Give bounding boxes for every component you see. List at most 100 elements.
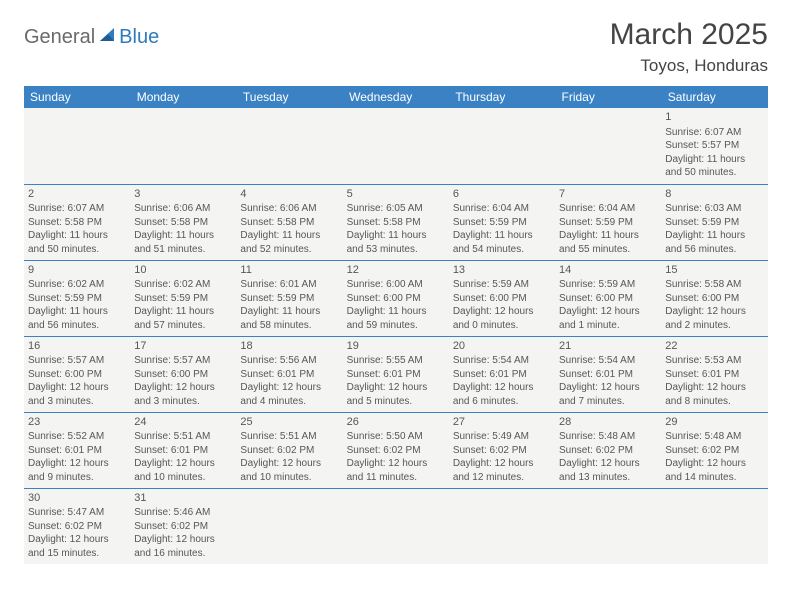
sunrise-text: Sunrise: 5:59 AM <box>453 278 551 292</box>
day-number: 31 <box>134 491 232 506</box>
sunrise-text: Sunrise: 6:04 AM <box>559 202 657 216</box>
calendar-cell <box>555 488 661 564</box>
day-number: 3 <box>134 187 232 202</box>
day-header: Saturday <box>661 86 767 108</box>
sunset-text: Sunset: 5:59 PM <box>559 216 657 230</box>
sunrise-text: Sunrise: 6:02 AM <box>28 278 126 292</box>
day-header-row: Sunday Monday Tuesday Wednesday Thursday… <box>24 86 768 108</box>
calendar-cell: 4Sunrise: 6:06 AMSunset: 5:58 PMDaylight… <box>236 184 342 260</box>
calendar-cell: 13Sunrise: 5:59 AMSunset: 6:00 PMDayligh… <box>449 260 555 336</box>
sunrise-text: Sunrise: 5:50 AM <box>347 430 445 444</box>
sunrise-text: Sunrise: 6:07 AM <box>665 126 763 140</box>
page-title: March 2025 <box>610 18 768 52</box>
calendar-cell: 11Sunrise: 6:01 AMSunset: 5:59 PMDayligh… <box>236 260 342 336</box>
sunset-text: Sunset: 5:59 PM <box>240 292 338 306</box>
calendar-cell <box>343 108 449 184</box>
sunset-text: Sunset: 6:02 PM <box>347 444 445 458</box>
daylight-text: Daylight: 12 hours and 14 minutes. <box>665 457 763 484</box>
daylight-text: Daylight: 11 hours and 58 minutes. <box>240 305 338 332</box>
day-number: 12 <box>347 263 445 278</box>
calendar-cell <box>236 488 342 564</box>
sunrise-text: Sunrise: 6:02 AM <box>134 278 232 292</box>
daylight-text: Daylight: 11 hours and 57 minutes. <box>134 305 232 332</box>
sunset-text: Sunset: 6:01 PM <box>665 368 763 382</box>
daylight-text: Daylight: 12 hours and 1 minute. <box>559 305 657 332</box>
title-block: March 2025 Toyos, Honduras <box>610 18 768 76</box>
day-header: Monday <box>130 86 236 108</box>
sunset-text: Sunset: 6:00 PM <box>347 292 445 306</box>
calendar-cell <box>343 488 449 564</box>
sunrise-text: Sunrise: 5:57 AM <box>28 354 126 368</box>
day-header: Tuesday <box>236 86 342 108</box>
day-number: 6 <box>453 187 551 202</box>
day-number: 24 <box>134 415 232 430</box>
calendar-cell: 7Sunrise: 6:04 AMSunset: 5:59 PMDaylight… <box>555 184 661 260</box>
calendar-cell: 18Sunrise: 5:56 AMSunset: 6:01 PMDayligh… <box>236 336 342 412</box>
sail-icon <box>99 26 117 49</box>
daylight-text: Daylight: 12 hours and 5 minutes. <box>347 381 445 408</box>
daylight-text: Daylight: 12 hours and 8 minutes. <box>665 381 763 408</box>
calendar-cell <box>130 108 236 184</box>
day-number: 19 <box>347 339 445 354</box>
sunset-text: Sunset: 6:00 PM <box>559 292 657 306</box>
day-number: 10 <box>134 263 232 278</box>
sunset-text: Sunset: 6:02 PM <box>665 444 763 458</box>
day-number: 11 <box>240 263 338 278</box>
calendar-row: 9Sunrise: 6:02 AMSunset: 5:59 PMDaylight… <box>24 260 768 336</box>
day-number: 13 <box>453 263 551 278</box>
sunrise-text: Sunrise: 5:46 AM <box>134 506 232 520</box>
calendar-cell: 28Sunrise: 5:48 AMSunset: 6:02 PMDayligh… <box>555 412 661 488</box>
day-number: 20 <box>453 339 551 354</box>
calendar-cell <box>236 108 342 184</box>
calendar-row: 30Sunrise: 5:47 AMSunset: 6:02 PMDayligh… <box>24 488 768 564</box>
calendar-cell: 17Sunrise: 5:57 AMSunset: 6:00 PMDayligh… <box>130 336 236 412</box>
day-number: 2 <box>28 187 126 202</box>
sunset-text: Sunset: 6:00 PM <box>453 292 551 306</box>
sunrise-text: Sunrise: 5:51 AM <box>134 430 232 444</box>
day-number: 17 <box>134 339 232 354</box>
calendar-row: 2Sunrise: 6:07 AMSunset: 5:58 PMDaylight… <box>24 184 768 260</box>
calendar-cell <box>24 108 130 184</box>
calendar-cell <box>661 488 767 564</box>
calendar-cell: 25Sunrise: 5:51 AMSunset: 6:02 PMDayligh… <box>236 412 342 488</box>
sunset-text: Sunset: 5:57 PM <box>665 139 763 153</box>
day-number: 26 <box>347 415 445 430</box>
location-subtitle: Toyos, Honduras <box>610 56 768 76</box>
sunrise-text: Sunrise: 6:01 AM <box>240 278 338 292</box>
header: General Blue March 2025 Toyos, Honduras <box>24 18 768 76</box>
sunset-text: Sunset: 6:00 PM <box>665 292 763 306</box>
sunset-text: Sunset: 6:02 PM <box>240 444 338 458</box>
calendar-cell: 2Sunrise: 6:07 AMSunset: 5:58 PMDaylight… <box>24 184 130 260</box>
logo: General Blue <box>24 18 159 49</box>
daylight-text: Daylight: 11 hours and 53 minutes. <box>347 229 445 256</box>
calendar-cell: 12Sunrise: 6:00 AMSunset: 6:00 PMDayligh… <box>343 260 449 336</box>
sunrise-text: Sunrise: 5:54 AM <box>559 354 657 368</box>
calendar-cell: 20Sunrise: 5:54 AMSunset: 6:01 PMDayligh… <box>449 336 555 412</box>
sunrise-text: Sunrise: 5:57 AM <box>134 354 232 368</box>
daylight-text: Daylight: 11 hours and 55 minutes. <box>559 229 657 256</box>
daylight-text: Daylight: 12 hours and 6 minutes. <box>453 381 551 408</box>
sunrise-text: Sunrise: 5:48 AM <box>559 430 657 444</box>
sunrise-text: Sunrise: 5:51 AM <box>240 430 338 444</box>
day-header: Wednesday <box>343 86 449 108</box>
day-number: 5 <box>347 187 445 202</box>
sunset-text: Sunset: 6:01 PM <box>453 368 551 382</box>
sunrise-text: Sunrise: 5:47 AM <box>28 506 126 520</box>
calendar-cell: 9Sunrise: 6:02 AMSunset: 5:59 PMDaylight… <box>24 260 130 336</box>
sunrise-text: Sunrise: 5:58 AM <box>665 278 763 292</box>
sunrise-text: Sunrise: 6:06 AM <box>134 202 232 216</box>
sunrise-text: Sunrise: 5:48 AM <box>665 430 763 444</box>
day-number: 30 <box>28 491 126 506</box>
sunset-text: Sunset: 6:02 PM <box>28 520 126 534</box>
sunrise-text: Sunrise: 5:53 AM <box>665 354 763 368</box>
sunset-text: Sunset: 6:02 PM <box>453 444 551 458</box>
sunset-text: Sunset: 5:59 PM <box>134 292 232 306</box>
calendar-row: 1Sunrise: 6:07 AMSunset: 5:57 PMDaylight… <box>24 108 768 184</box>
calendar-cell: 5Sunrise: 6:05 AMSunset: 5:58 PMDaylight… <box>343 184 449 260</box>
sunset-text: Sunset: 6:02 PM <box>559 444 657 458</box>
daylight-text: Daylight: 11 hours and 59 minutes. <box>347 305 445 332</box>
sunrise-text: Sunrise: 6:05 AM <box>347 202 445 216</box>
sunset-text: Sunset: 6:00 PM <box>134 368 232 382</box>
sunset-text: Sunset: 6:01 PM <box>559 368 657 382</box>
daylight-text: Daylight: 11 hours and 56 minutes. <box>665 229 763 256</box>
